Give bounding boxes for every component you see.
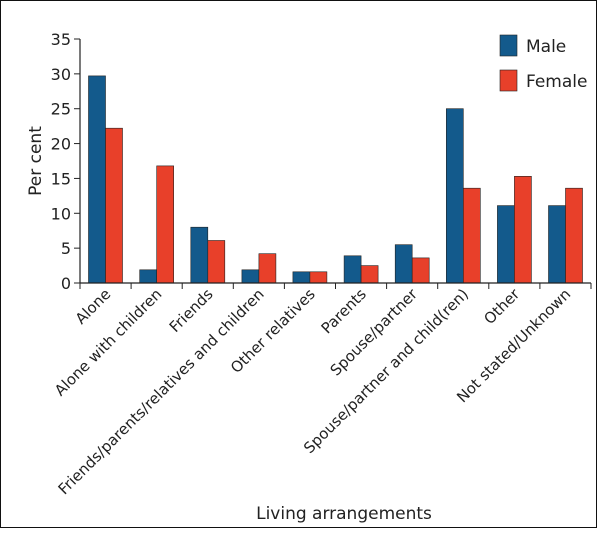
bar-male-1 xyxy=(140,270,157,283)
bar-male-2 xyxy=(191,227,208,283)
bar-female-3 xyxy=(259,254,276,283)
x-category-label: Spouse/partner xyxy=(327,285,422,380)
bar-male-6 xyxy=(395,245,412,283)
bar-female-1 xyxy=(157,166,174,283)
y-tick-label: 0 xyxy=(61,274,71,293)
bar-female-0 xyxy=(106,128,123,283)
y-tick-label: 20 xyxy=(51,135,71,154)
y-tick-label: 35 xyxy=(51,30,71,49)
bar-female-5 xyxy=(361,266,378,283)
legend-swatch-male xyxy=(500,35,517,56)
bar-female-6 xyxy=(412,258,429,283)
y-tick-label: 15 xyxy=(51,169,71,188)
y-axis-title: Per cent xyxy=(26,126,46,196)
bar-male-0 xyxy=(89,76,106,283)
bar-female-9 xyxy=(566,188,583,283)
legend-swatch-female xyxy=(500,70,517,91)
legend: Male Female xyxy=(500,35,587,92)
bar-female-7 xyxy=(463,188,480,283)
y-tick-label: 5 xyxy=(61,239,71,258)
bar-female-4 xyxy=(310,272,327,283)
x-category-label: Parents xyxy=(318,285,370,337)
x-axis-title: Living arrangements xyxy=(256,504,432,524)
bar-male-3 xyxy=(242,270,259,283)
bar-female-2 xyxy=(208,241,225,284)
x-category-label: Alone xyxy=(72,285,115,328)
x-category-label: Other xyxy=(480,285,523,328)
legend-label-male: Male xyxy=(526,37,566,57)
y-tick-label: 25 xyxy=(51,100,71,119)
legend-label-female: Female xyxy=(526,72,587,92)
bars-layer xyxy=(89,76,583,283)
bar-male-4 xyxy=(293,272,310,283)
bar-male-9 xyxy=(549,206,566,283)
bar-male-8 xyxy=(497,206,514,283)
bar-male-5 xyxy=(344,256,361,283)
y-tick-label: 30 xyxy=(51,65,71,84)
bar-female-8 xyxy=(514,176,531,283)
x-category-label: Friends xyxy=(166,285,217,336)
bar-male-7 xyxy=(446,109,463,283)
y-tick-label: 10 xyxy=(51,204,71,223)
